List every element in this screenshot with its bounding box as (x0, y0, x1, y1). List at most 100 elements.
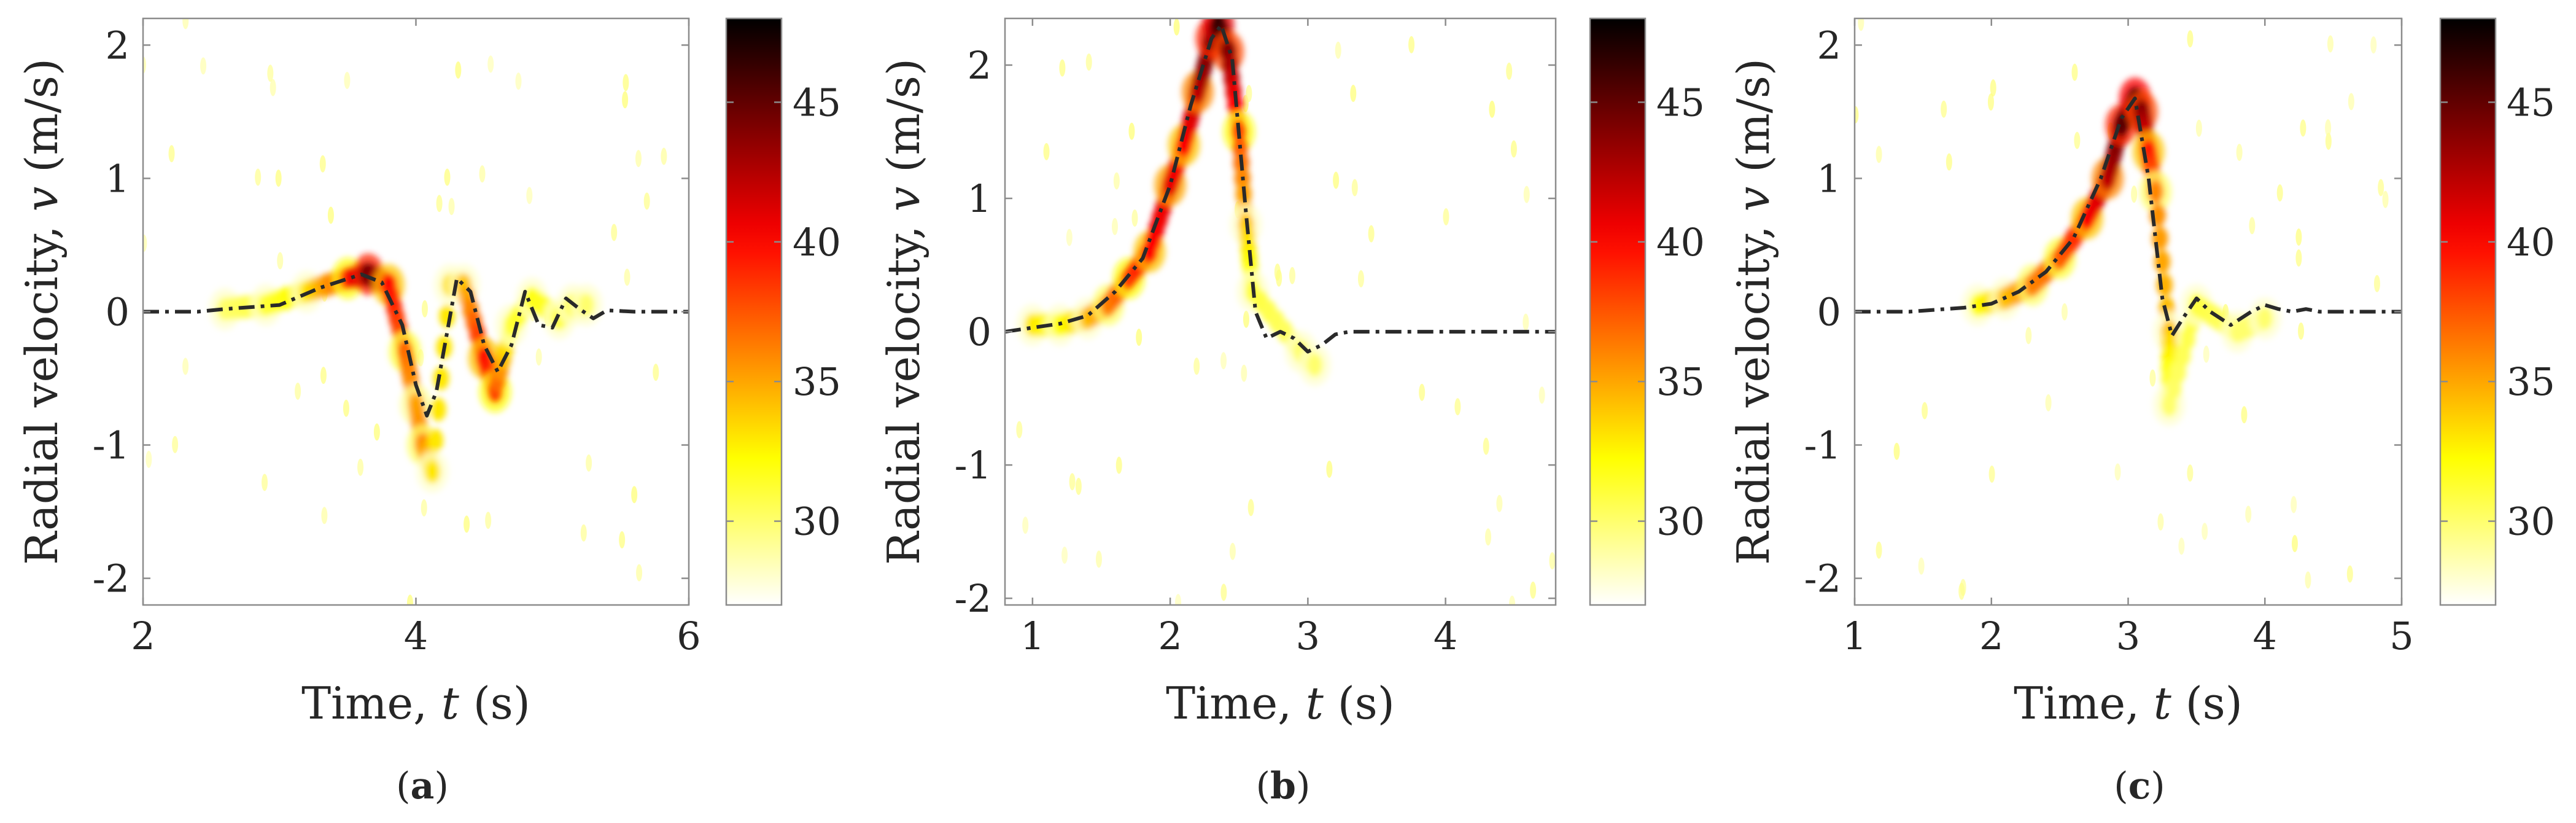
heatmap-speckle (1085, 53, 1092, 71)
heatmap-speckle (1876, 146, 1882, 163)
colorbar-tick-label: 30 (2507, 499, 2555, 544)
x-tick-label: 2 (1979, 614, 2003, 658)
colorbar (726, 18, 782, 605)
heatmap-cell (2147, 180, 2164, 204)
heatmap-speckle (1061, 546, 1068, 564)
x-tick-label: 1 (1020, 614, 1044, 658)
heatmap-speckle (1351, 179, 1358, 197)
heatmap-speckle (1443, 208, 1449, 225)
heatmap-speckle (1246, 85, 1252, 103)
heatmap-speckle (1357, 270, 1364, 287)
heatmap-speckle (1855, 106, 1859, 123)
heatmap-speckle (2114, 463, 2121, 481)
heatmap-speckle (1229, 542, 1236, 560)
x-tick-label: 5 (2389, 614, 2413, 658)
colorbar-tick-label: 30 (1656, 499, 1705, 544)
colorbar-tick-label: 40 (2507, 220, 2555, 265)
x-axis-label: Time, t (s) (2014, 677, 2243, 729)
y-tick-label: 1 (106, 156, 130, 201)
y-tick-label: -2 (93, 556, 130, 601)
heatmap-speckle (1523, 313, 1529, 331)
heatmap-speckle (1454, 398, 1461, 416)
colorbar (2440, 18, 2496, 605)
heatmap-speckle (1350, 85, 1357, 103)
x-tick-label: 1 (1842, 614, 1866, 658)
heatmap-speckle (2178, 537, 2185, 555)
heatmap-speckle (2370, 36, 2377, 54)
y-tick-label: -2 (1804, 556, 1841, 601)
heatmap-speckle (1988, 465, 1995, 483)
heatmap-speckle (2295, 228, 2302, 246)
heatmap-speckle (1958, 582, 1965, 600)
heatmap-speckle (1220, 352, 1227, 370)
heatmap-speckle (1111, 217, 1118, 235)
colorbar (1590, 18, 1645, 605)
heatmap-speckle (1489, 100, 1496, 118)
heatmap-speckle (2305, 571, 2311, 589)
y-tick-label: -2 (955, 576, 991, 621)
heatmap-speckle (619, 531, 626, 548)
y-axis-label: Radial velocity, v (m/s) (16, 58, 68, 565)
subfigure-caption: (a) (396, 765, 449, 808)
heatmap-speckle (168, 145, 175, 163)
heatmap-speckle (2325, 132, 2332, 150)
x-tick-label: 2 (1158, 614, 1182, 658)
heatmap-speckle (406, 595, 413, 605)
y-tick-label: 0 (1817, 290, 1841, 335)
heatmap-cell (424, 459, 441, 483)
heatmap-speckle (1922, 402, 1928, 419)
heatmap-speckle (1368, 225, 1375, 243)
heatmap-cell (439, 304, 456, 328)
heatmap-speckle (327, 206, 334, 224)
heatmap-speckle (2202, 523, 2208, 540)
heatmap-speckle (1069, 473, 1076, 491)
x-tick-label: 3 (2116, 614, 2140, 658)
heatmap-speckle (1941, 100, 1947, 118)
colorbar-frame (2439, 17, 2497, 606)
heatmap-speckle (2045, 394, 2052, 412)
heatmap-speckle (580, 524, 587, 542)
heatmap-speckle (611, 224, 618, 241)
heatmap-speckle (421, 300, 428, 318)
heatmap-speckle (535, 348, 542, 366)
y-tick-label: 1 (968, 176, 991, 221)
panel-a: 2 4 6 -2 -1 0 1 2 Time, t (s) Radial velocity, v … (16, 17, 841, 808)
heatmap-speckle (373, 423, 380, 441)
heatmap-speckle (526, 187, 533, 205)
heatmap-speckle (622, 91, 629, 109)
heatmap-speckle (1333, 171, 1340, 189)
heatmap-speckle (2348, 93, 2354, 111)
heatmap-speckle (2241, 406, 2248, 424)
heatmap-speckle (2149, 369, 2156, 387)
heatmap-cell (578, 293, 595, 317)
heatmap-speckle (653, 364, 659, 381)
heatmap-speckle (1506, 62, 1513, 80)
heatmap-speckle (1289, 267, 1295, 284)
heatmap-speckle (1022, 517, 1029, 534)
heatmap-speckle (1136, 329, 1143, 346)
heatmap-speckle (357, 458, 364, 476)
heatmap-speckle (182, 18, 189, 29)
y-tick-label: 2 (1817, 23, 1841, 68)
x-axis-label: Time, t (s) (301, 677, 530, 729)
heatmap-layer (143, 18, 689, 605)
heatmap-layer (1855, 18, 2402, 600)
heatmap-speckle (1131, 209, 1138, 227)
y-tick-label: 0 (106, 290, 130, 335)
heatmap-speckle (1858, 18, 1864, 31)
heatmap-speckle (1095, 550, 1102, 568)
heatmap-speckle (1075, 477, 1082, 495)
heatmap-speckle (344, 71, 351, 89)
heatmap-speckle (2295, 249, 2302, 267)
y-tick-label: 1 (1817, 156, 1841, 201)
colorbar-tick-label: 35 (2507, 359, 2555, 404)
heatmap-speckle (2378, 179, 2384, 197)
heatmap-ridge (1961, 77, 2281, 426)
heatmap-speckle (2187, 30, 2194, 48)
heatmap-speckle (1408, 36, 1415, 53)
heatmap-speckle (1193, 357, 1200, 375)
heatmap-speckle (2236, 144, 2243, 162)
velocity-trace (1855, 96, 2402, 338)
